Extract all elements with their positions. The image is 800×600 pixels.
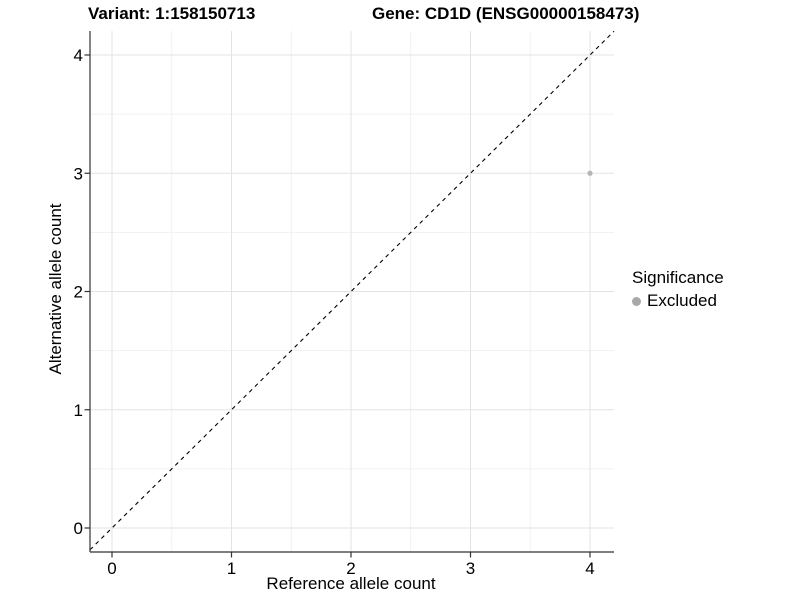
variant-title: Variant: 1:158150713 [88, 4, 256, 23]
legend: Significance Excluded [632, 268, 724, 311]
legend-item-label: Excluded [647, 291, 717, 310]
x-tick-label: 0 [107, 559, 116, 578]
data-point [587, 170, 593, 176]
x-tick-label: 3 [466, 559, 475, 578]
y-tick-label: 2 [74, 283, 83, 302]
x-axis-label: Reference allele count [266, 574, 436, 593]
identity-line [89, 30, 615, 551]
y-tick-label: 3 [74, 164, 83, 183]
y-tick-label: 1 [74, 401, 83, 420]
y-tick-label: 4 [74, 46, 83, 65]
x-tick-label: 2 [346, 559, 355, 578]
y-tick-label: 0 [74, 519, 83, 538]
x-tick-label: 4 [585, 559, 594, 578]
legend-item-excluded: Excluded [632, 291, 724, 311]
legend-title: Significance [632, 268, 724, 287]
excluded-point-icon [632, 296, 641, 306]
gene-title: Gene: CD1D (ENSG00000158473) [372, 4, 640, 23]
y-axis-label: Alternative allele count [46, 203, 65, 375]
x-tick-label: 1 [227, 559, 236, 578]
